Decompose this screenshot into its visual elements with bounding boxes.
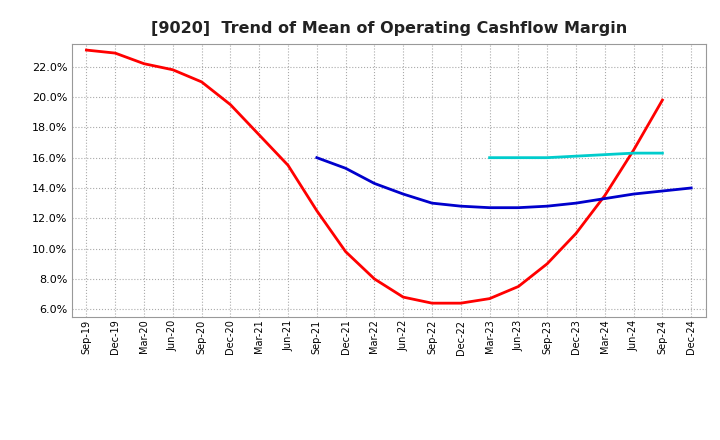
3 Years (255, 132, 264, 138)
3 Years (572, 231, 580, 236)
5 Years (629, 191, 638, 197)
3 Years (140, 61, 148, 66)
3 Years (399, 294, 408, 300)
5 Years (399, 191, 408, 197)
3 Years (629, 147, 638, 153)
7 Years (514, 155, 523, 160)
5 Years (600, 196, 609, 201)
Line: 3 Years: 3 Years (86, 50, 662, 303)
3 Years (284, 163, 292, 168)
5 Years (370, 181, 379, 186)
3 Years (312, 208, 321, 213)
5 Years (514, 205, 523, 210)
5 Years (485, 205, 494, 210)
7 Years (572, 154, 580, 159)
3 Years (226, 102, 235, 107)
3 Years (543, 261, 552, 266)
7 Years (600, 152, 609, 157)
3 Years (168, 67, 177, 73)
5 Years (543, 204, 552, 209)
3 Years (82, 48, 91, 53)
3 Years (658, 97, 667, 103)
Title: [9020]  Trend of Mean of Operating Cashflow Margin: [9020] Trend of Mean of Operating Cashfl… (150, 21, 627, 36)
3 Years (600, 193, 609, 198)
7 Years (629, 150, 638, 156)
5 Years (456, 204, 465, 209)
5 Years (572, 201, 580, 206)
5 Years (312, 155, 321, 160)
Line: 5 Years: 5 Years (317, 158, 691, 208)
5 Years (658, 188, 667, 194)
3 Years (514, 284, 523, 289)
5 Years (341, 165, 350, 171)
3 Years (456, 301, 465, 306)
3 Years (197, 79, 206, 84)
3 Years (111, 51, 120, 56)
7 Years (485, 155, 494, 160)
5 Years (428, 201, 436, 206)
5 Years (687, 185, 696, 191)
7 Years (543, 155, 552, 160)
Line: 7 Years: 7 Years (490, 153, 662, 158)
3 Years (428, 301, 436, 306)
3 Years (370, 276, 379, 282)
7 Years (658, 150, 667, 156)
3 Years (485, 296, 494, 301)
3 Years (341, 249, 350, 254)
